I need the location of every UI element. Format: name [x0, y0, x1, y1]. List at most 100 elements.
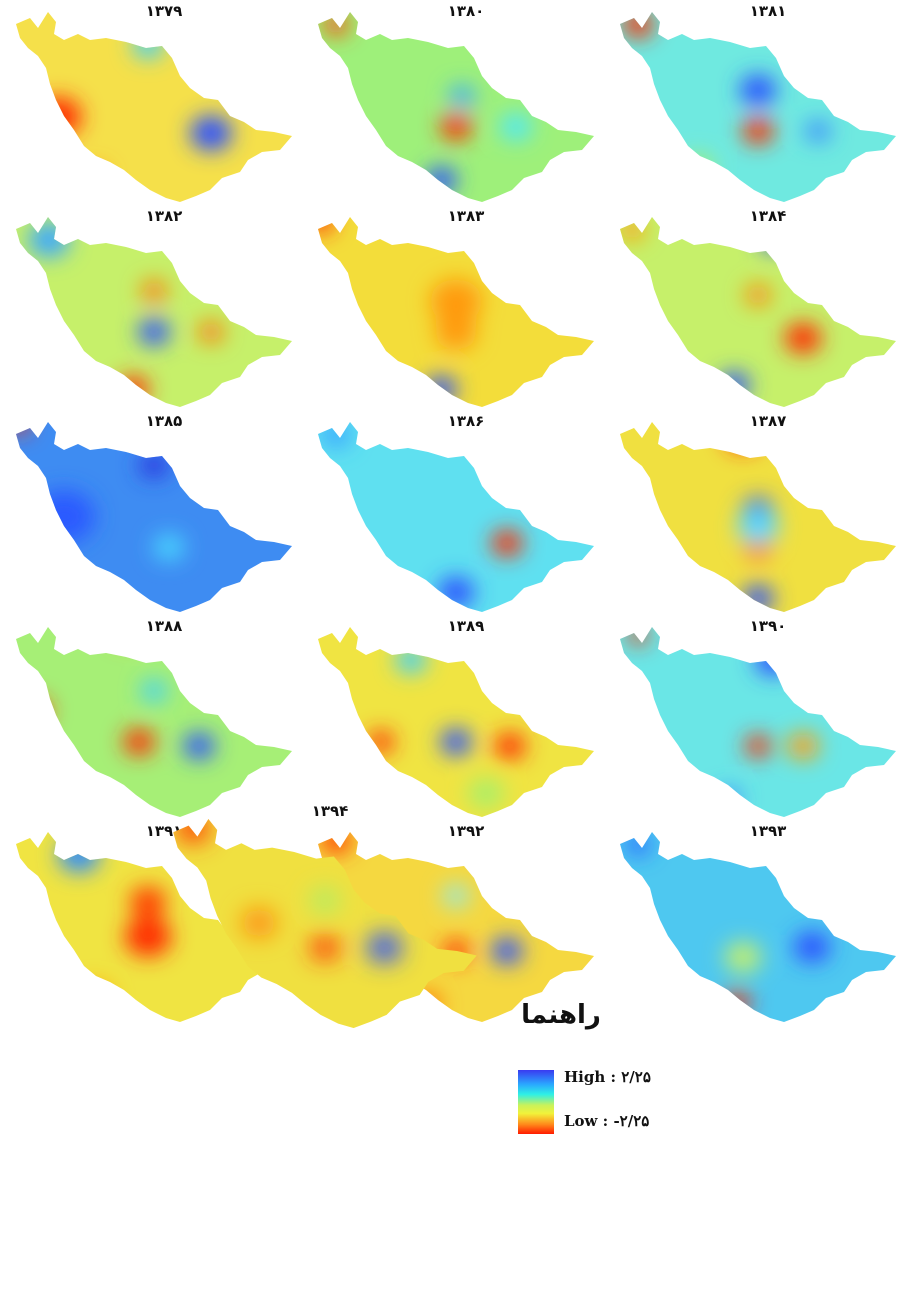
- year-map-panel: ۱۳۸۷: [608, 412, 900, 619]
- year-label: ۱۳۹۴: [311, 802, 349, 820]
- value-hotspot: [175, 819, 211, 843]
- value-hotspot: [627, 627, 649, 645]
- value-hotspot: [58, 837, 100, 873]
- value-hotspot: [784, 322, 822, 354]
- map-base-fill: [16, 422, 292, 612]
- value-hotspot: [754, 644, 792, 676]
- province-map: [620, 217, 896, 407]
- value-hotspot: [32, 490, 96, 543]
- value-hotspot: [745, 284, 771, 307]
- value-hotspot: [310, 935, 340, 960]
- value-hotspot: [742, 585, 774, 612]
- value-hotspot: [138, 318, 170, 346]
- value-hotspot: [787, 732, 819, 760]
- year-label: ۱۳۸۳: [447, 207, 485, 225]
- province-map: [318, 627, 594, 817]
- legend-high-label: High : ۲/۲۵: [564, 1068, 651, 1086]
- map-base-fill: [620, 217, 896, 407]
- value-hotspot: [75, 982, 113, 1014]
- value-hotspot: [141, 679, 167, 702]
- value-hotspot: [123, 728, 155, 756]
- value-hotspot: [745, 735, 771, 758]
- year-label: ۱۳۸۸: [145, 617, 183, 635]
- year-map-panel: ۱۳۸۴: [608, 207, 900, 414]
- value-hotspot: [742, 117, 774, 145]
- year-label: ۱۳۸۲: [145, 207, 183, 225]
- value-hotspot: [500, 113, 532, 141]
- province-map: [620, 422, 896, 612]
- value-hotspot: [739, 74, 777, 106]
- province-map: [620, 832, 896, 1022]
- year-map-panel: ۱۳۸۵: [4, 412, 304, 619]
- value-hotspot: [724, 941, 762, 973]
- province-map: [318, 12, 594, 202]
- value-hotspot: [435, 314, 477, 350]
- value-hotspot: [805, 120, 831, 143]
- value-hotspot: [132, 31, 164, 59]
- map-base-fill: [620, 627, 896, 817]
- value-hotspot: [715, 788, 741, 811]
- value-hotspot: [491, 530, 523, 557]
- province-map: [16, 422, 292, 612]
- legend: راهنما High : ۲/۲۵ Low : -۲/۲۵: [518, 1000, 768, 1134]
- map-base-fill: [16, 12, 292, 202]
- value-hotspot: [81, 167, 107, 190]
- province-map: [318, 217, 594, 407]
- value-hotspot: [737, 509, 779, 545]
- year-label: ۱۳۸۴: [749, 207, 787, 225]
- value-hotspot: [467, 777, 505, 809]
- value-hotspot: [320, 422, 352, 448]
- year-map-panel: ۱۳۸۶: [306, 412, 606, 619]
- year-map-panel: ۱۳۸۲: [4, 207, 304, 414]
- value-hotspot: [124, 917, 172, 957]
- value-hotspot: [28, 222, 70, 258]
- year-label: ۱۳۹۲: [447, 822, 485, 840]
- map-base-fill: [620, 12, 896, 202]
- value-hotspot: [443, 884, 469, 907]
- province-map: [16, 217, 292, 407]
- value-hotspot: [494, 732, 526, 760]
- value-hotspot: [34, 97, 82, 137]
- year-label: ۱۳۹۱: [145, 822, 183, 840]
- year-map-panel: ۱۳۸۱: [608, 2, 900, 209]
- value-hotspot: [437, 576, 475, 608]
- year-label: ۱۳۸۱: [749, 2, 787, 20]
- value-hotspot: [18, 698, 50, 725]
- value-hotspot: [718, 372, 750, 399]
- map-base-fill: [173, 819, 477, 1029]
- year-map-panel: ۱۳۹۰: [608, 617, 900, 824]
- province-map: [16, 12, 292, 202]
- value-hotspot: [793, 931, 831, 963]
- value-hotspot: [367, 933, 402, 963]
- value-hotspot: [141, 280, 167, 302]
- value-hotspot: [318, 217, 334, 233]
- value-hotspot: [625, 833, 651, 856]
- value-hotspot: [620, 218, 645, 241]
- value-hotspot: [440, 728, 472, 756]
- value-hotspot: [368, 731, 394, 753]
- province-map: [318, 422, 594, 612]
- province-map: [16, 627, 292, 817]
- year-label: ۱۳۸۵: [145, 412, 183, 430]
- year-map-panel: ۱۳۸۰: [306, 2, 606, 209]
- year-label: ۱۳۷۹: [145, 2, 183, 20]
- value-hotspot: [440, 113, 472, 141]
- value-hotspot: [153, 534, 185, 561]
- value-hotspot: [198, 321, 224, 343]
- province-map: [620, 627, 896, 817]
- value-hotspot: [760, 228, 786, 251]
- value-hotspot: [190, 115, 232, 151]
- map-base-fill: [620, 832, 896, 1022]
- value-hotspot: [682, 154, 714, 182]
- year-label: ۱۳۸۹: [447, 617, 485, 635]
- province-map: [173, 819, 477, 1029]
- value-hotspot: [395, 646, 427, 674]
- legend-color-ramp: [518, 1070, 554, 1134]
- value-hotspot: [129, 886, 167, 918]
- year-label: ۱۳۸۰: [447, 2, 485, 20]
- value-hotspot: [16, 422, 30, 434]
- value-hotspot: [117, 376, 149, 403]
- year-label: ۱۳۸۶: [447, 412, 485, 430]
- value-hotspot: [241, 908, 277, 938]
